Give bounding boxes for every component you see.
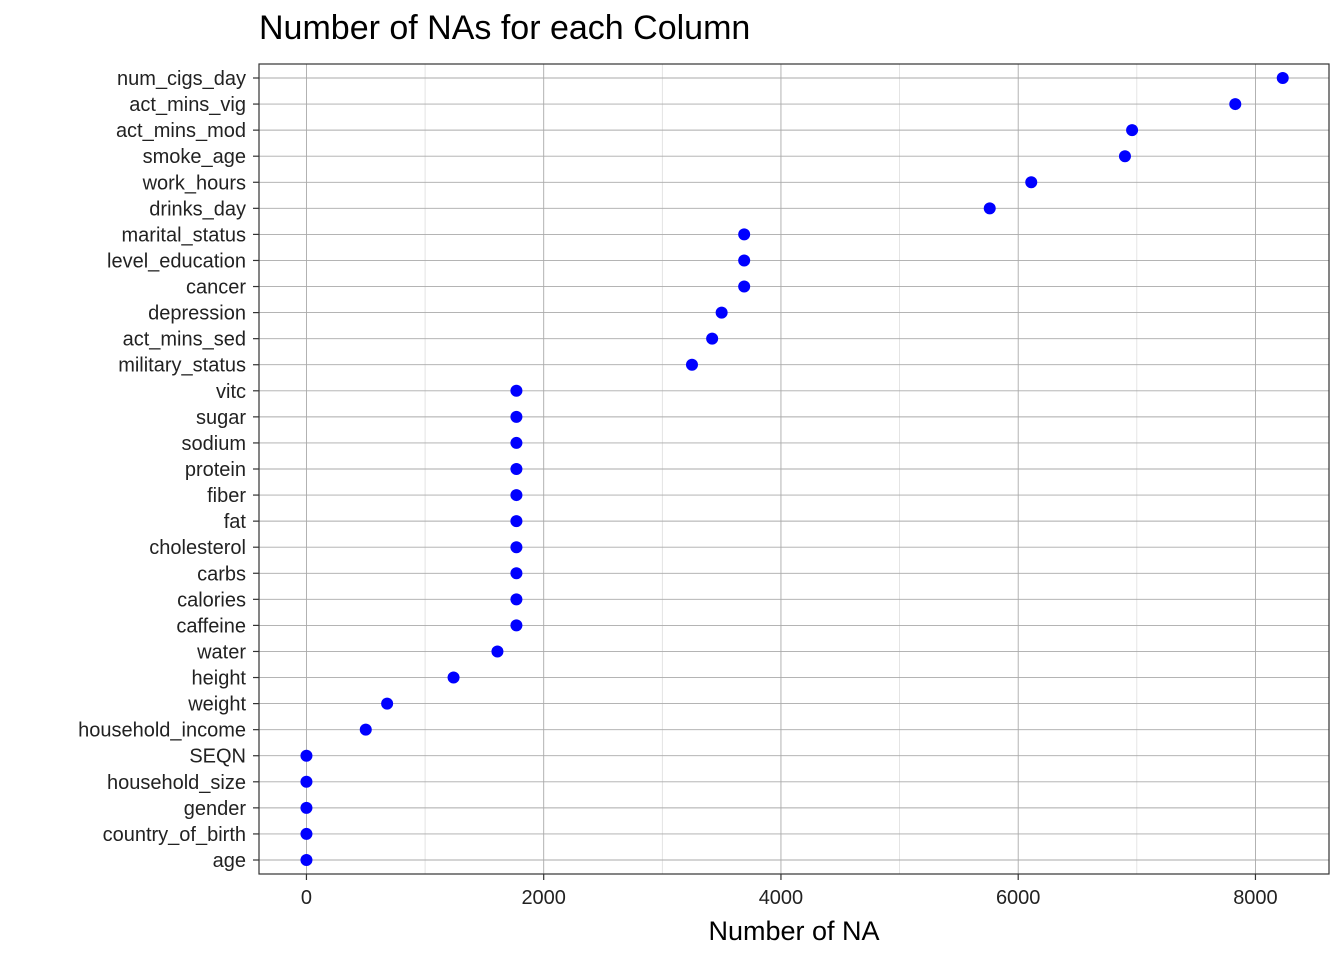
data-point	[1276, 72, 1289, 84]
data-point	[491, 645, 504, 658]
y-axis: num_cigs_day act_mins_vig act_mins_modsmok…	[78, 68, 259, 872]
y-tick-label: SEQN	[189, 746, 246, 768]
chart-title: Number of NAs for each Column	[259, 9, 750, 47]
x-axis: 0 2000 4000 6000 8000	[301, 874, 1278, 909]
data-point	[300, 775, 313, 788]
data-point	[447, 671, 460, 684]
grid	[259, 64, 1329, 874]
y-tick-label: sodium	[182, 433, 246, 455]
data-point	[510, 567, 523, 580]
data-point	[300, 854, 313, 866]
data-point	[510, 489, 523, 502]
y-tick-label: act_mins_sed	[123, 329, 246, 351]
y-tick-label: vitc	[216, 381, 246, 403]
data-point	[381, 697, 394, 710]
y-tick-label: drinks_day	[149, 198, 246, 220]
y-tick-label: water	[196, 641, 246, 663]
y-tick-label: household_size	[107, 772, 246, 794]
data-point	[983, 202, 996, 215]
y-tick-label: gender	[184, 798, 247, 820]
y-tick-label: military_status	[118, 355, 246, 377]
y-tick-label: weight	[187, 694, 246, 716]
data-point	[706, 332, 719, 345]
y-tick-label: marital_status	[122, 224, 247, 246]
data-point	[685, 358, 698, 371]
y-tick-label: work_hours	[142, 172, 246, 194]
x-tick-label: 8000	[1233, 887, 1278, 909]
y-tick-label: level_education	[107, 250, 246, 272]
y-tick-label: protein	[185, 459, 246, 481]
y-tick-label: cholesterol	[149, 537, 246, 559]
y-tick-label: cancer	[186, 277, 246, 299]
x-tick-label: 2000	[521, 887, 566, 909]
data-point	[510, 593, 523, 606]
data-point	[738, 280, 751, 293]
y-tick-label: carbs	[197, 563, 246, 585]
y-tick-label: height	[192, 668, 247, 690]
data-point	[1118, 150, 1131, 163]
data-point	[300, 827, 313, 840]
x-tick-label: 6000	[996, 887, 1041, 909]
data-point	[510, 436, 523, 449]
data-point	[1229, 98, 1242, 111]
y-tick-label: num_cigs_day	[117, 68, 246, 90]
data-point	[510, 619, 523, 632]
y-tick-label: calories	[177, 589, 246, 611]
y-tick-label: smoke_age	[143, 146, 246, 168]
y-tick-label: act_mins_mod	[116, 120, 246, 142]
data-point	[300, 749, 313, 762]
data-point	[1025, 176, 1038, 189]
data-point	[738, 228, 751, 241]
y-tick-label: fiber	[207, 485, 246, 507]
x-tick-label: 4000	[759, 887, 804, 909]
data-point	[510, 541, 523, 554]
y-tick-label: act_mins_vig	[129, 94, 246, 116]
y-tick-label: fat	[224, 511, 247, 533]
data-point	[715, 306, 728, 319]
y-tick-label: depression	[148, 303, 246, 325]
data-point	[300, 801, 313, 814]
x-tick-label: 0	[301, 887, 312, 909]
data-point	[510, 463, 523, 475]
data-point	[359, 723, 372, 736]
data-point	[510, 515, 523, 528]
data-points	[300, 72, 1289, 866]
y-tick-label: country_of_birth	[103, 824, 246, 846]
data-point	[738, 254, 751, 267]
y-tick-label: age	[213, 850, 246, 872]
data-point	[510, 384, 523, 397]
data-point	[1126, 124, 1139, 137]
data-point	[510, 410, 523, 423]
y-tick-label: sugar	[196, 407, 246, 429]
y-tick-label: caffeine	[176, 615, 246, 637]
y-tick-label: household_income	[78, 720, 246, 742]
x-axis-title: Number of NA	[708, 916, 879, 946]
